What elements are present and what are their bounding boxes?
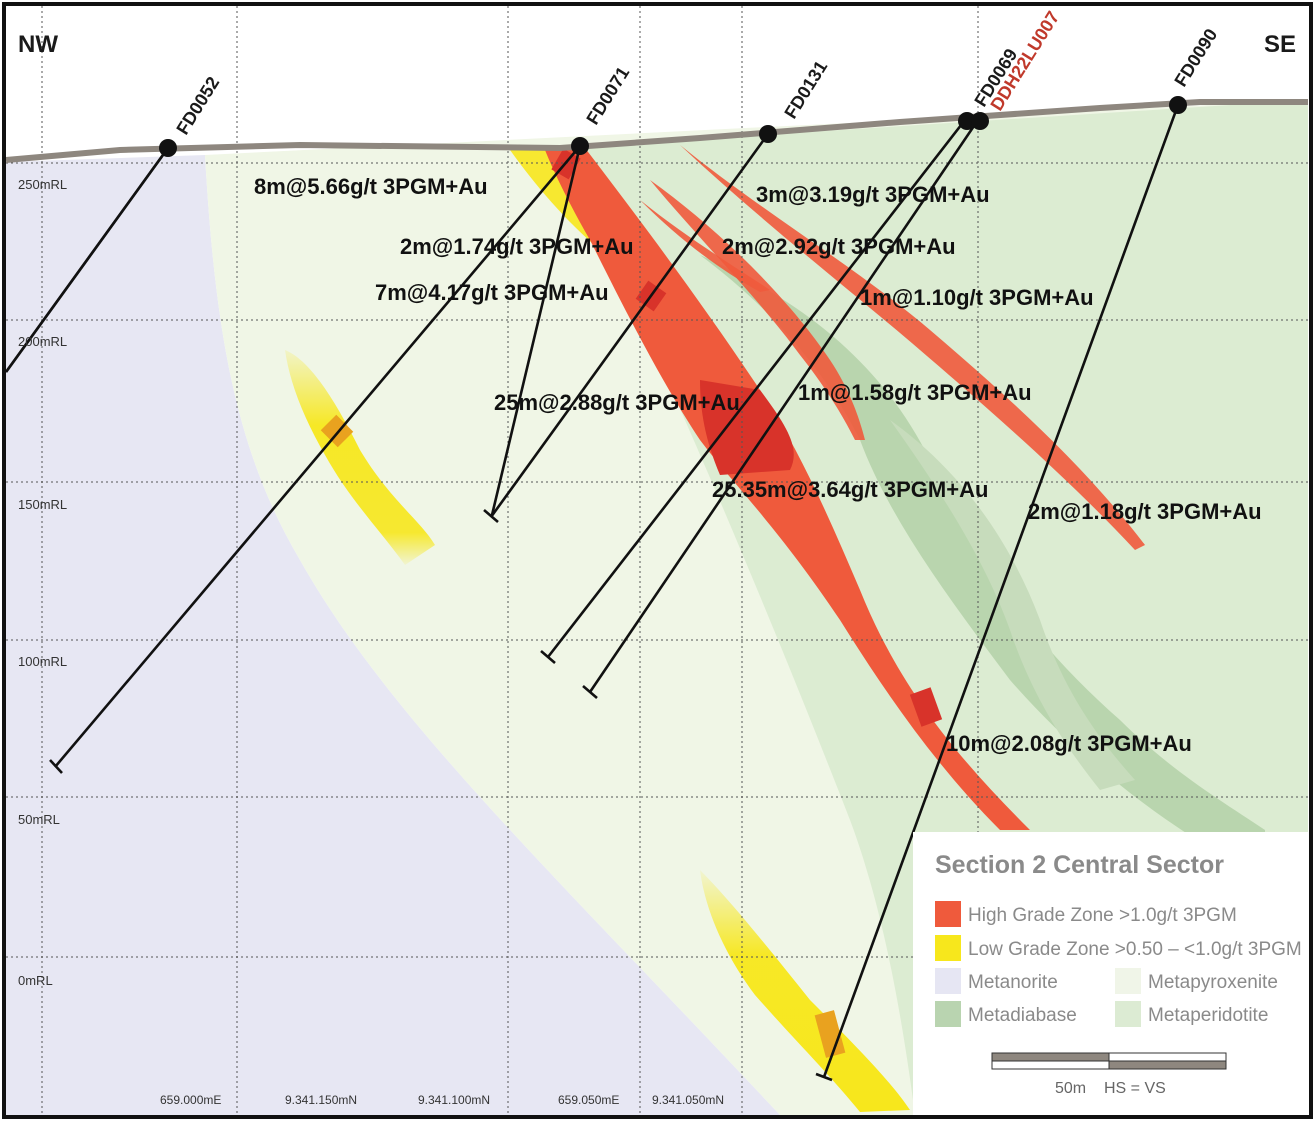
intercept-label: 2m@1.18g/t 3PGM+Au: [1028, 499, 1262, 524]
high-grade-zone-lens-3: [640, 200, 770, 292]
intercept-label: 25.35m@3.64g/t 3PGM+Au: [712, 477, 988, 502]
intercept-patch: [909, 687, 943, 727]
rl-label-150: 150mRL: [18, 497, 67, 512]
metadiabase-unit: [700, 255, 1265, 860]
drillhole-traces: [4, 104, 1180, 1082]
intercept-label: 3m@3.19g/t 3PGM+Au: [756, 182, 990, 207]
legend-swatch-metadiabase: [935, 1001, 961, 1027]
collar-fd0071: [571, 137, 589, 155]
metanorite-unit: [6, 155, 780, 1115]
rl-label-0: 0mRL: [18, 973, 53, 988]
legend-swatch-metapyroxenite: [1115, 968, 1141, 994]
legend-swatch-metanorite: [935, 968, 961, 994]
direction-nw: NW: [18, 31, 58, 58]
intercept-label: 2m@2.92g/t 3PGM+Au: [722, 234, 956, 259]
legend-label-metaperidotite: Metaperidotite: [1148, 1005, 1268, 1026]
hole-label-fd0090: FD0090: [1170, 25, 1221, 90]
low-grade-zone-bottom: [700, 870, 910, 1112]
high-grade-zone-core: [700, 380, 794, 475]
legend-label-metanorite: Metanorite: [968, 972, 1058, 993]
collar-fd0069: [958, 112, 976, 130]
intercept-label: 10m@2.08g/t 3PGM+Au: [946, 731, 1192, 756]
direction-se: SE: [1264, 31, 1296, 58]
intercept-label: 7m@4.17g/t 3PGM+Au: [375, 280, 609, 305]
high-grade-zone-lens-1: [680, 145, 1145, 550]
hole-label-fd0131: FD0131: [780, 57, 831, 122]
rl-label-100: 100mRL: [18, 654, 67, 669]
grid: [6, 6, 1308, 1115]
legend-swatch-low-grade: [935, 935, 961, 961]
grid-label: 659.000mE: [160, 1093, 221, 1107]
grid-label: 9.341.100mN: [418, 1093, 490, 1107]
hole-label-fd0052: FD0052: [172, 73, 223, 138]
collar-fd0090: [1169, 96, 1187, 114]
intercept-label: 8m@5.66g/t 3PGM+Au: [254, 174, 488, 199]
legend: Section 2 Central Sector High Grade Zone…: [913, 832, 1308, 1115]
high-grade-zone-main: [545, 148, 1030, 830]
collar-ddh22lu007: [971, 112, 989, 130]
grid-label: 659.050mE: [558, 1093, 619, 1107]
intercept-label: 2m@1.74g/t 3PGM+Au: [400, 234, 634, 259]
collar-fd0131: [759, 125, 777, 143]
legend-swatch-metaperidotite: [1115, 1001, 1141, 1027]
metadiabase-unit-secondary: [890, 420, 1135, 790]
high-grade-zone-lens-2: [650, 180, 865, 440]
drillhole-collars: [159, 96, 1187, 157]
collar-fd0052: [159, 139, 177, 157]
intercept-label: 1m@1.10g/t 3PGM+Au: [860, 285, 1094, 310]
grid-label: 9.341.050mN: [652, 1093, 724, 1107]
topography-line: [5, 99, 1308, 163]
hole-label-fd0071: FD0071: [582, 63, 633, 128]
intercept-patch: [814, 1010, 846, 1058]
intercept-label: 25m@2.88g/t 3PGM+Au: [494, 390, 740, 415]
low-grade-zone-left: [285, 350, 435, 565]
legend-swatch-high-grade: [935, 901, 961, 927]
rl-label-200: 200mRL: [18, 334, 67, 349]
intercept-patch: [320, 414, 354, 448]
scale-bar: [991, 1052, 1227, 1070]
legend-label-metadiabase: Metadiabase: [968, 1005, 1077, 1026]
legend-title: Section 2 Central Sector: [935, 851, 1224, 879]
grid-label: 9.341.150mN: [285, 1093, 357, 1107]
legend-label-metapyroxenite: Metapyroxenite: [1148, 972, 1278, 993]
rl-label-250: 250mRL: [18, 177, 67, 192]
rl-label-50: 50mRL: [18, 812, 60, 827]
legend-label-low-grade: Low Grade Zone >0.50 – <1.0g/t 3PGM: [968, 939, 1302, 960]
scale-note: HS = VS: [1104, 1080, 1166, 1097]
intercept-label: 1m@1.58g/t 3PGM+Au: [798, 380, 1032, 405]
scale-label: 50m: [1055, 1080, 1086, 1097]
legend-label-high-grade: High Grade Zone >1.0g/t 3PGM: [968, 905, 1237, 926]
